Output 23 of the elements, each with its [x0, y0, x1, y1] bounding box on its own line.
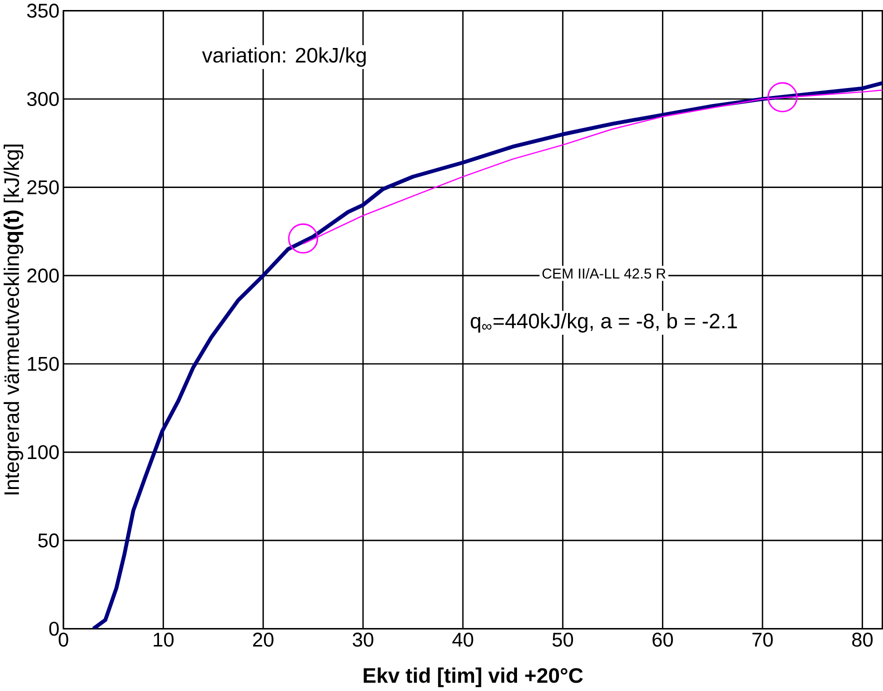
y-tick-label: 0 — [49, 622, 59, 636]
x-tick-label: 10 — [154, 632, 174, 647]
line-series — [91, 81, 882, 629]
x-tick-label: 50 — [552, 632, 574, 647]
y-axis-title: Integrerad värmeutvecklingq(t) [kJ/kg] — [4, 144, 24, 494]
x-tick-label: 70 — [752, 632, 773, 647]
y-tick-label: 50 — [38, 534, 59, 548]
y-tick-label: 100 — [28, 445, 59, 460]
x-tick-label: 40 — [452, 632, 474, 647]
annotation: q$_{∞}$=440kJ/kg, a = -8, b = -2.1 — [470, 313, 737, 333]
x-tick-label: 0 — [58, 632, 68, 647]
x-tick-label: 80 — [852, 632, 873, 647]
x-tick-label: 30 — [352, 632, 374, 647]
y-tick-label: 250 — [27, 180, 59, 194]
annotation: CEM II/A-LL 42.5 R — [542, 268, 666, 279]
y-tick-label: 150 — [28, 356, 59, 372]
annotation: variation: 20kJ/kg — [202, 47, 366, 67]
y-tick-label: 300 — [27, 92, 59, 106]
y-tick-label: 350 — [27, 4, 59, 18]
x-tick-label: 60 — [652, 632, 673, 647]
x-tick-label: 20 — [253, 632, 274, 647]
x-axis-title: Ekv tid [tim] vid +20°C — [364, 668, 583, 688]
y-tick-label: 200 — [27, 268, 59, 283]
